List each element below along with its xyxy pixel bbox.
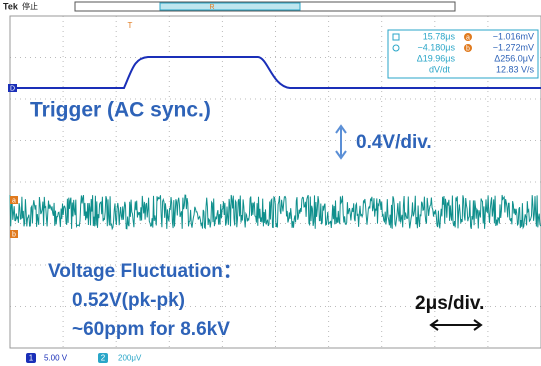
reference-label: D: [10, 85, 15, 92]
scope-screen: Tek 停止 R T D a b 15.78μs −4.180μs Δ19.96…: [0, 0, 541, 366]
ch2-label: 2: [101, 354, 106, 363]
readout-time-b: −4.180μs: [418, 42, 456, 52]
record-view: [160, 3, 300, 10]
readout-volt-a: −1.016mV: [493, 31, 534, 41]
cursor-b-label: b: [12, 231, 16, 238]
readout-b-label: b: [466, 45, 470, 52]
cursor-a-label: a: [12, 197, 16, 204]
readout-a-label: a: [466, 34, 470, 41]
fluctuation-ppm: ~60ppm for 8.6kV: [72, 319, 230, 340]
readout-volt-b: −1.272mV: [493, 42, 534, 52]
readout-slope-label: dV/dt: [429, 64, 451, 74]
brand: Tek: [3, 1, 19, 11]
readout-time-a: 15.78μs: [423, 31, 456, 41]
time-scale: 2μs/div.: [415, 293, 484, 314]
status: 停止: [22, 1, 38, 11]
readout-time-delta: Δ19.96μs: [417, 53, 456, 63]
fluctuation-title: Voltage Fluctuation：: [48, 261, 242, 282]
vertical-scale: 0.4V/div.: [356, 132, 432, 153]
readout-volt-delta: Δ256.0μV: [494, 53, 534, 63]
trigger-position: T: [128, 21, 133, 30]
trigger-annotation: Trigger (AC sync.): [30, 99, 211, 122]
ch1-label: 1: [29, 354, 34, 363]
footer: [0, 350, 541, 366]
fluctuation-pkpk: 0.52V(pk-pk): [72, 290, 185, 311]
readout-slope: 12.83 V/s: [496, 64, 535, 74]
ch2-scale: 200μV: [118, 354, 142, 363]
trigger-marker: R: [209, 4, 214, 11]
ch1-scale: 5.00 V: [44, 354, 68, 363]
